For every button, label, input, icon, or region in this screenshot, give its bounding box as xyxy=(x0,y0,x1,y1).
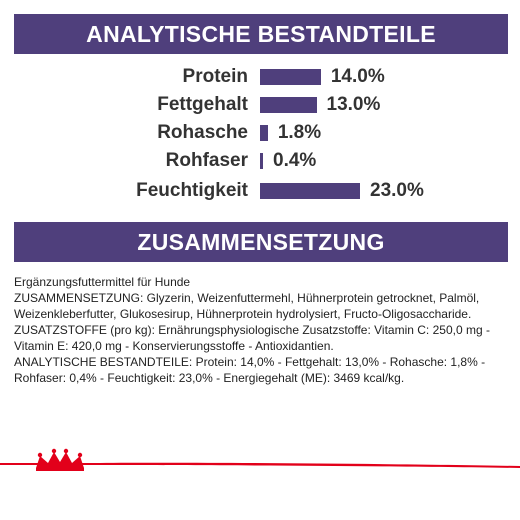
analysis-bar xyxy=(260,125,268,141)
analysis-bar xyxy=(260,69,321,85)
composition-heading: ZUSAMMENSETZUNG xyxy=(137,229,385,255)
analysis-heading-banner: ANALYTISCHE BESTANDTEILE xyxy=(14,14,508,54)
analysis-bar xyxy=(260,183,360,199)
composition-line: ZUSAMMENSETZUNG: Glyzerin, Weizenfutterm… xyxy=(14,291,480,321)
analysis-bar xyxy=(260,153,263,169)
composition-line: ANALYTISCHE BESTANDTEILE: Protein: 14,0%… xyxy=(14,355,486,385)
analysis-row-rohfaser: Rohfaser 0.4% xyxy=(0,148,520,174)
analysis-label: Rohasche xyxy=(157,122,248,143)
analysis-label: Rohfaser xyxy=(165,150,248,171)
analysis-value: 14.0% xyxy=(330,66,385,87)
analysis-label: Feuchtigkeit xyxy=(136,180,248,201)
analysis-bar xyxy=(260,97,317,113)
analysis-value: 23.0% xyxy=(370,180,424,201)
composition-heading-banner: ZUSAMMENSETZUNG xyxy=(14,222,508,262)
footer-accent-line xyxy=(0,462,520,468)
analysis-value: 13.0% xyxy=(326,94,381,115)
composition-line: ZUSATZSTOFFE (pro kg): Ernährungsphysiol… xyxy=(14,323,490,353)
composition-text: Ergänzungsfuttermittel für Hunde ZUSAMME… xyxy=(14,274,508,386)
analysis-row-fettgehalt: Fettgehalt 13.0% xyxy=(0,92,520,118)
analysis-heading: ANALYTISCHE BESTANDTEILE xyxy=(86,21,436,47)
analysis-row-protein: Protein 14.0% xyxy=(0,64,520,90)
crown-icon xyxy=(36,448,84,471)
analysis-label: Protein xyxy=(182,66,248,87)
analysis-label: Fettgehalt xyxy=(157,94,248,115)
analysis-value: 1.8% xyxy=(277,122,322,143)
analysis-row-rohasche: Rohasche 1.8% xyxy=(0,120,520,146)
analysis-value: 0.4% xyxy=(273,150,317,171)
composition-line: Ergänzungsfuttermittel für Hunde xyxy=(14,275,191,289)
analysis-row-feuchtigkeit: Feuchtigkeit 23.0% xyxy=(0,178,520,204)
